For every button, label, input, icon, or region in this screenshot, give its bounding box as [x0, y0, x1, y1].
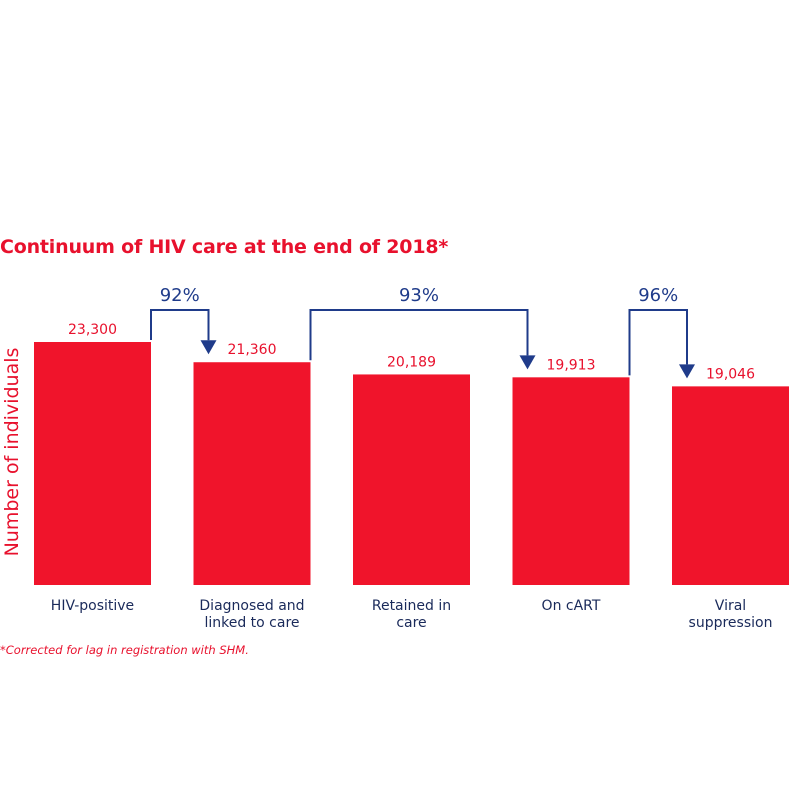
chart-title: Continuum of HIV care at the end of 2018… [0, 236, 449, 258]
category-label: Diagnosed and [199, 598, 304, 614]
bar-1 [34, 342, 151, 585]
value-label: 20,189 [387, 354, 436, 370]
category-label: care [396, 615, 426, 631]
arrow-head-icon [519, 355, 536, 370]
bar-2 [193, 362, 311, 585]
bar-5 [672, 386, 789, 585]
footnote: *Corrected for lag in registration with … [0, 643, 249, 657]
category-label: On cART [542, 598, 601, 614]
transition-percent-label: 92% [160, 285, 200, 306]
arrow-head-icon [200, 340, 217, 355]
category-label: HIV-positive [51, 598, 134, 614]
category-label: suppression [689, 615, 773, 631]
transition-percent-label: 93% [399, 285, 439, 306]
category-label: Retained in [372, 598, 451, 614]
transition-connector-2 [309, 309, 529, 361]
bar-3 [353, 374, 470, 585]
transition-connector-1 [150, 309, 210, 341]
value-label: 19,046 [706, 366, 755, 382]
category-label: linked to care [204, 615, 299, 631]
transition-percent-label: 96% [638, 285, 678, 306]
value-label: 21,360 [228, 342, 277, 358]
value-label: 19,913 [547, 357, 596, 373]
bar-4 [512, 377, 630, 585]
transition-connector-3 [628, 309, 688, 376]
arrow-head-icon [679, 364, 695, 379]
category-label: Viral [715, 598, 746, 614]
value-label: 23,300 [68, 322, 117, 338]
